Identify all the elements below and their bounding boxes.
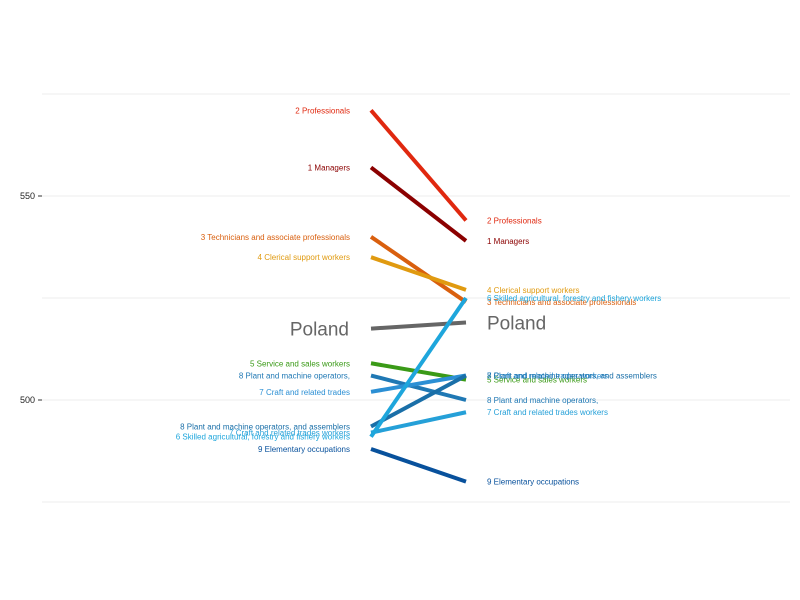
left-label: 8 Plant and machine operators,	[239, 372, 350, 381]
right-label: 7 Craft and related trades workers	[487, 372, 608, 381]
series-line	[369, 109, 468, 222]
left-label: 7 Craft and related trades workers	[229, 429, 350, 438]
left-label: 8 Plant and machine operators, and assem…	[180, 423, 350, 432]
left-label: 9 Elementary occupations	[258, 445, 350, 454]
series-line	[370, 320, 467, 331]
left-label: 4 Clerical support workers	[258, 253, 350, 262]
left-label: 6 Skilled agricultural, forestry and fis…	[176, 433, 350, 442]
series-line	[369, 296, 468, 438]
left-label: 3 Technicians and associate professional…	[201, 233, 350, 242]
right-label: 2 Professionals	[487, 216, 542, 225]
left-label: 1 Managers	[308, 163, 350, 172]
series-line	[370, 373, 467, 394]
right-label: Poland	[487, 313, 546, 334]
right-label: 9 Elementary occupations	[487, 478, 579, 487]
left-label: 2 Professionals	[295, 106, 350, 115]
series-line	[370, 255, 467, 292]
right-label: 1 Managers	[487, 237, 529, 246]
left-label: 7 Craft and related trades	[259, 388, 350, 397]
left-label: 5 Service and sales workers	[250, 359, 350, 368]
y-tick-label: 500	[20, 395, 35, 405]
right-label: 5 Service and sales workers	[487, 376, 587, 385]
series-line	[369, 165, 468, 243]
y-tick-label: 550	[20, 191, 35, 201]
series-line	[370, 447, 467, 484]
right-label: 8 Plant and machine operators, and assem…	[487, 372, 657, 381]
series-line	[370, 410, 467, 435]
right-label: 4 Clerical support workers	[487, 286, 579, 295]
series-line	[369, 235, 468, 304]
left-label: Poland	[290, 320, 349, 341]
right-label: 7 Craft and related trades workers	[487, 408, 608, 417]
right-label: 6 Skilled agricultural, forestry and fis…	[487, 294, 661, 303]
right-label: 3 Technicians and associate professional…	[487, 298, 636, 307]
right-label: 8 Plant and machine operators,	[487, 396, 598, 405]
series-line	[370, 373, 467, 402]
series-line	[370, 373, 467, 429]
